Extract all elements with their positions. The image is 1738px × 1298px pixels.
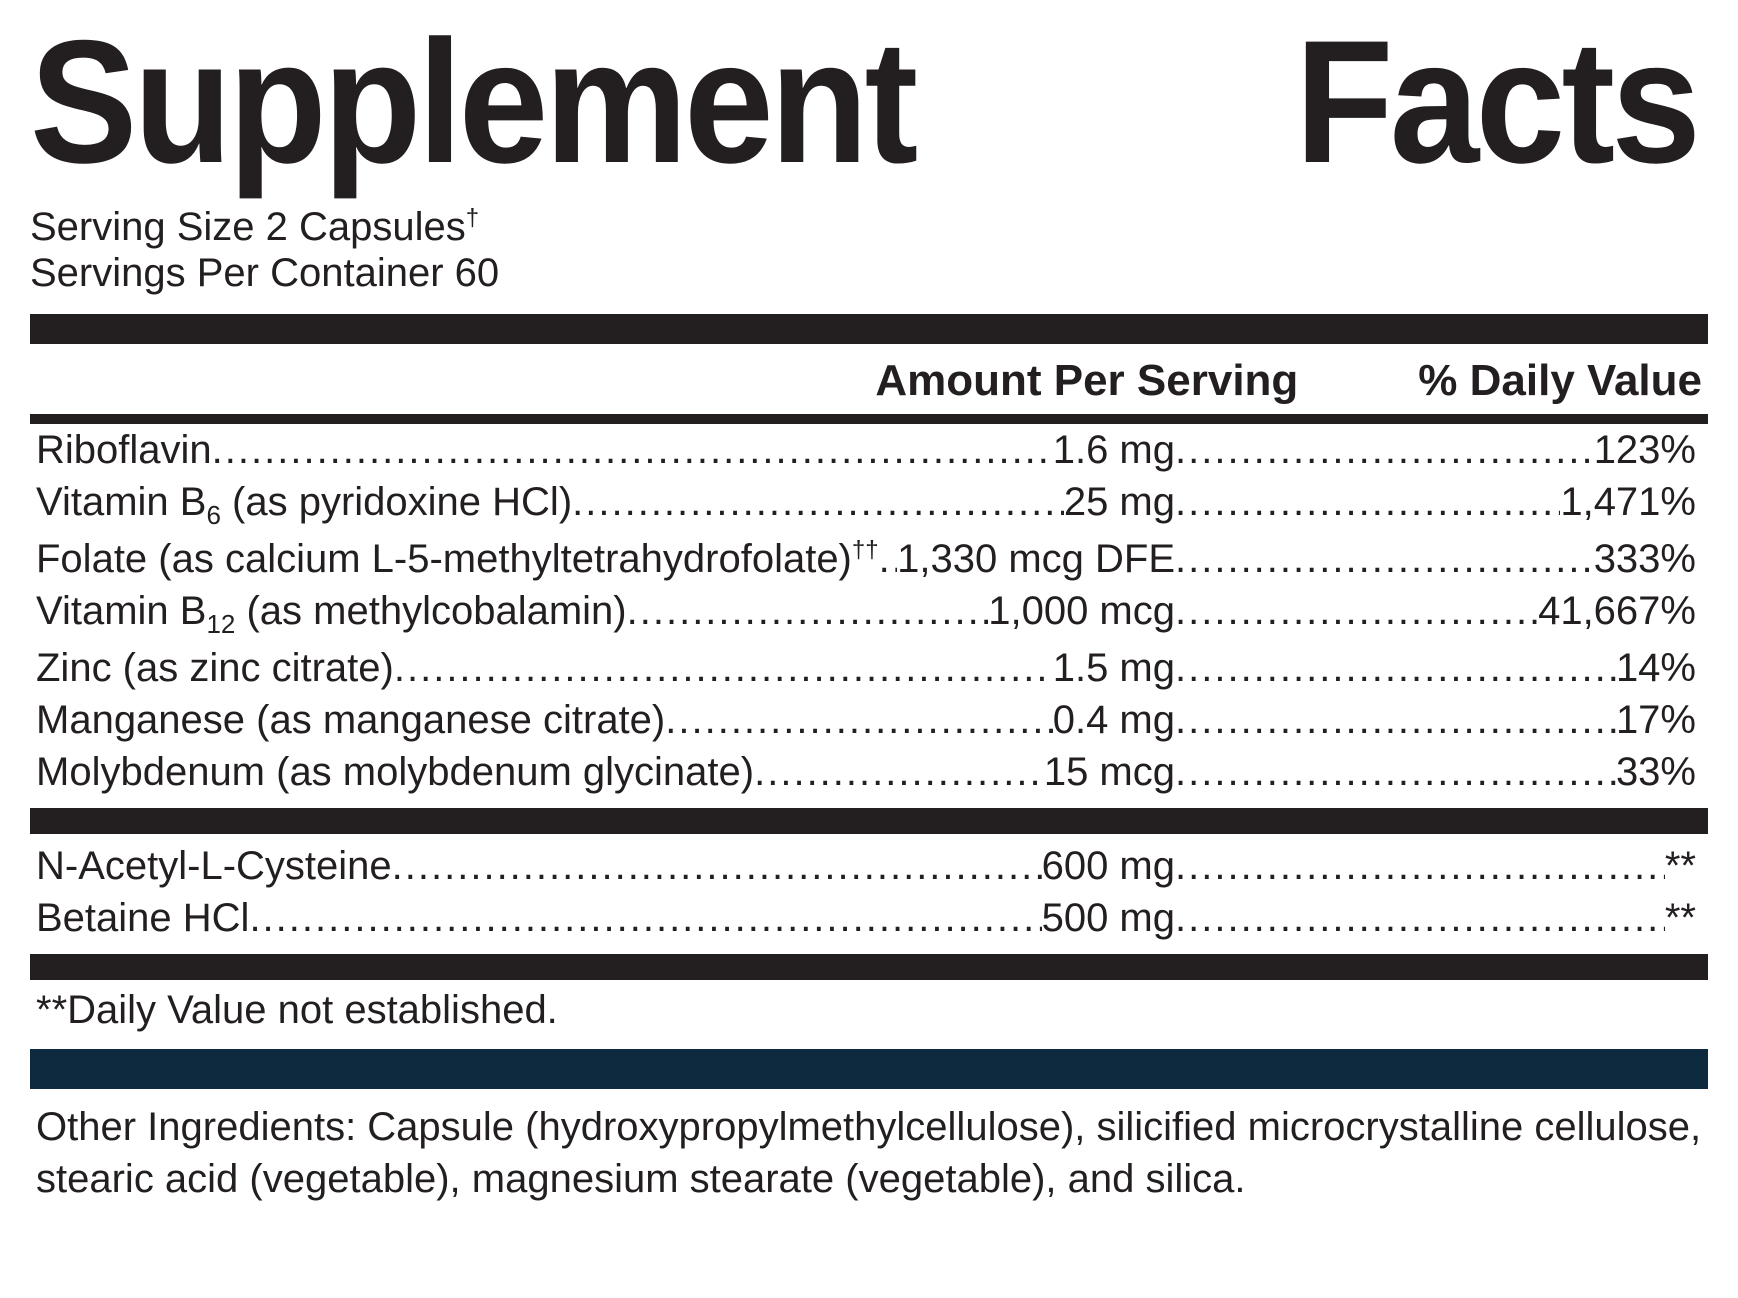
nutrient-row: N-Acetyl-L-Cysteine 600 mg ** xyxy=(30,840,1708,892)
nutrient-name: Vitamin B12 (as methylcobalamin) xyxy=(36,585,627,642)
dot-leader xyxy=(1175,694,1616,746)
nutrient-amount: 1.5 mg xyxy=(1053,642,1175,694)
nutrient-name: Molybdenum (as molybdenum glycinate) xyxy=(36,746,754,798)
dot-leader xyxy=(1175,746,1616,798)
dot-leader xyxy=(1175,642,1616,694)
nutrient-name: Manganese (as manganese citrate) xyxy=(36,694,665,746)
dot-leader xyxy=(1175,424,1594,476)
nutrient-row: Folate (as calcium L-5-methyltetrahydrof… xyxy=(30,533,1708,585)
nutrient-row: Manganese (as manganese citrate) 0.4 mg 17… xyxy=(30,694,1708,746)
nutrient-name: Betaine HCl xyxy=(36,892,249,944)
nutrient-dv: 17% xyxy=(1616,694,1696,746)
divider-bar-top xyxy=(30,314,1708,344)
nutrient-amount: 25 mg xyxy=(1064,476,1175,528)
nutrient-amount: 0.4 mg xyxy=(1053,694,1175,746)
nutrient-row: Zinc (as zinc citrate) 1.5 mg 14% xyxy=(30,642,1708,694)
nutrient-name: Folate (as calcium L-5-methyltetrahydrof… xyxy=(36,533,879,585)
nutrient-amount: 1,000 mcg xyxy=(988,585,1175,637)
nutrient-name: Riboflavin xyxy=(36,424,212,476)
nutrient-name: N-Acetyl-L-Cysteine xyxy=(36,840,392,892)
dot-leader xyxy=(754,746,1044,798)
divider-bar-mid xyxy=(30,808,1708,834)
nutrient-row: Riboflavin 1.6 mg 123% xyxy=(30,424,1708,476)
nutrient-name: Vitamin B6 (as pyridoxine HCl) xyxy=(36,476,572,533)
nutrient-dv: 1,471% xyxy=(1560,476,1696,528)
servings-per-container: Servings Per Container 60 xyxy=(30,250,1708,296)
dot-leader xyxy=(1175,840,1665,892)
dot-leader xyxy=(1175,892,1665,944)
header-amount: Amount Per Serving xyxy=(875,356,1298,406)
nutrient-dv: ** xyxy=(1665,892,1696,944)
dot-leader xyxy=(249,892,1041,944)
navy-divider-bar xyxy=(30,1049,1708,1089)
dot-leader xyxy=(392,840,1042,892)
nutrient-amount: 1,330 mcg DFE xyxy=(897,533,1175,585)
nutrient-row: Molybdenum (as molybdenum glycinate) 15 m… xyxy=(30,746,1708,798)
dot-leader xyxy=(572,476,1064,528)
dot-leader xyxy=(212,424,1053,476)
nutrient-row: Betaine HCl 500 mg ** xyxy=(30,892,1708,944)
nutrient-row: Vitamin B6 (as pyridoxine HCl) 25 mg 1,471… xyxy=(30,476,1708,533)
dot-leader xyxy=(627,585,989,637)
nutrient-dv: 123% xyxy=(1594,424,1696,476)
dot-leader xyxy=(1175,533,1594,585)
nutrient-row: Vitamin B12 (as methylcobalamin) 1,000 mc… xyxy=(30,585,1708,642)
nutrient-dv: ** xyxy=(1665,840,1696,892)
nutrient-section-top: Riboflavin1.6 mg123%Vitamin B6 (as pyrid… xyxy=(30,424,1708,798)
dot-leader xyxy=(879,533,898,585)
serving-size-line: Serving Size 2 Capsules† xyxy=(30,204,1708,250)
nutrient-amount: 500 mg xyxy=(1042,892,1175,944)
dot-leader xyxy=(1175,476,1560,528)
column-headers: Amount Per Serving % Daily Value xyxy=(30,344,1708,424)
nutrient-dv: 41,667% xyxy=(1538,585,1696,637)
dot-leader xyxy=(1175,585,1538,637)
title-word-2: Facts xyxy=(1295,20,1697,186)
panel-title: Supplement Facts xyxy=(30,20,1697,186)
nutrient-amount: 600 mg xyxy=(1042,840,1175,892)
dv-footnote: **Daily Value not established. xyxy=(30,980,1708,1043)
serving-info: Serving Size 2 Capsules† Servings Per Co… xyxy=(30,204,1708,296)
other-ingredients: Other Ingredients: Capsule (hydroxypropy… xyxy=(30,1089,1708,1205)
title-word-1: Supplement xyxy=(30,20,915,186)
nutrient-dv: 14% xyxy=(1616,642,1696,694)
nutrient-name: Zinc (as zinc citrate) xyxy=(36,642,394,694)
nutrient-dv: 333% xyxy=(1594,533,1696,585)
nutrient-amount: 1.6 mg xyxy=(1053,424,1175,476)
nutrient-section-bottom: N-Acetyl-L-Cysteine 600 mg ** Betaine HCl 50… xyxy=(30,840,1708,944)
divider-bar-bottom xyxy=(30,954,1708,980)
header-dv: % Daily Value xyxy=(1418,356,1702,406)
nutrient-dv: 33% xyxy=(1616,746,1696,798)
dot-leader xyxy=(665,694,1052,746)
nutrient-amount: 15 mcg xyxy=(1044,746,1175,798)
dot-leader xyxy=(394,642,1053,694)
